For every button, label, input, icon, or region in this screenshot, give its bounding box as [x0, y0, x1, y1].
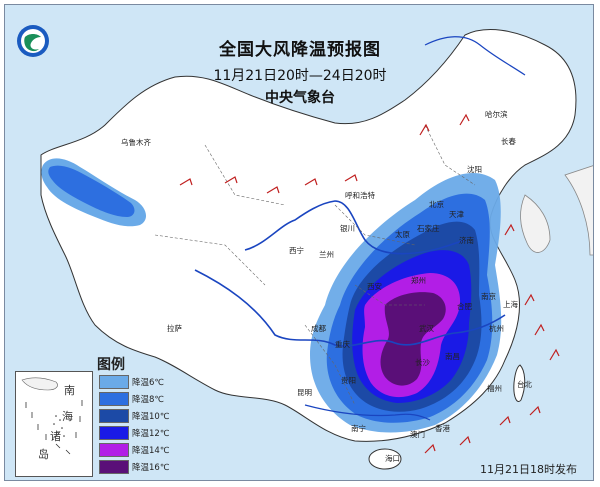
- legend-item: 降温8℃: [99, 391, 183, 407]
- legend-item: 降温10℃: [99, 408, 183, 424]
- inset-label: 南: [64, 384, 75, 397]
- weather-map: 全国大风降温预报图 11月21日20时—24日20时 中央气象台 哈尔滨 长春 …: [4, 4, 594, 481]
- legend-swatch: [99, 443, 129, 457]
- amur-river: [424, 36, 526, 76]
- city-label: 银川: [340, 224, 355, 233]
- city-label: 南京: [481, 292, 496, 301]
- legend-item: 降温6℃: [99, 374, 183, 390]
- legend-swatch: [99, 460, 129, 474]
- city-label: 武汉: [419, 324, 434, 333]
- city-label: 南宁: [351, 424, 366, 433]
- city-label: 郑州: [411, 276, 426, 285]
- cooling-zone-16: [380, 292, 446, 386]
- map-title: 全国大风降温预报图: [219, 40, 381, 60]
- hainan-island: [368, 448, 402, 470]
- city-label: 天津: [449, 210, 464, 219]
- city-label: 乌鲁木齐: [121, 138, 151, 147]
- province-borders: [154, 124, 476, 406]
- city-label: 海口: [385, 454, 400, 463]
- city-label: 福州: [487, 384, 502, 393]
- map-canvas: [40, 29, 593, 470]
- yellow-river: [244, 200, 466, 255]
- legend-label: 降温10℃: [132, 412, 170, 422]
- city-label: 贵阳: [341, 376, 356, 385]
- issued-time: 11月21日18时发布: [480, 463, 577, 476]
- cma-logo-icon: [17, 25, 49, 57]
- agency-name: 中央气象台: [265, 90, 335, 106]
- city-label: 长沙: [415, 358, 430, 367]
- wind-arrows: [179, 113, 560, 454]
- legend-label: 降温14℃: [132, 446, 170, 456]
- legend-item: 降温16℃: [99, 459, 183, 475]
- legend-swatch: [99, 392, 129, 406]
- legend-title: 图例: [97, 357, 125, 373]
- city-label: 哈尔滨: [485, 110, 508, 119]
- xinjiang-cooling-8: [48, 165, 135, 217]
- city-label: 澳门: [410, 430, 425, 439]
- inset-label: 诸: [50, 430, 61, 443]
- legend-label: 降温8℃: [132, 395, 164, 405]
- forecast-period: 11月21日20时—24日20时: [213, 68, 387, 84]
- legend-item: 降温14℃: [99, 442, 183, 458]
- legend: 图例 降温6℃ 降温8℃ 降温10℃ 降温12℃ 降温14℃ 降温16℃: [97, 354, 183, 478]
- city-label: 太原: [395, 230, 410, 239]
- city-label: 合肥: [457, 302, 472, 311]
- legend-item: 降温12℃: [99, 425, 183, 441]
- city-label: 成都: [311, 324, 326, 333]
- city-label: 台北: [517, 380, 532, 389]
- city-label: 香港: [435, 424, 450, 433]
- pearl-river: [304, 404, 431, 421]
- legend-label: 降温6℃: [132, 378, 164, 388]
- city-label: 昆明: [297, 388, 312, 397]
- legend-swatch: [99, 409, 129, 423]
- city-label: 呼和浩特: [345, 191, 375, 200]
- city-label: 济南: [459, 236, 474, 245]
- south-china-sea-inset: 南 海 诸 岛: [15, 371, 93, 477]
- city-label: 重庆: [335, 340, 350, 349]
- city-label: 上海: [503, 300, 518, 309]
- city-label: 西安: [367, 282, 382, 291]
- city-label: 长春: [501, 137, 516, 146]
- taiwan-island: [513, 364, 526, 402]
- legend-swatch: [99, 375, 129, 389]
- legend-label: 降温12℃: [132, 429, 170, 439]
- yangtze-river: [194, 269, 506, 347]
- city-label: 西宁: [289, 246, 304, 255]
- inset-label: 岛: [38, 448, 49, 461]
- korea-peninsula: [520, 194, 551, 253]
- city-label: 沈阳: [467, 165, 482, 174]
- city-label: 北京: [429, 200, 444, 209]
- legend-swatch: [99, 426, 129, 440]
- inset-map: [21, 377, 83, 455]
- city-label: 石家庄: [417, 224, 440, 233]
- city-label: 兰州: [319, 250, 334, 259]
- japan-islands: [564, 165, 593, 256]
- city-label: 杭州: [489, 324, 504, 333]
- city-label: 南昌: [445, 352, 460, 361]
- inset-label: 海: [62, 410, 73, 423]
- city-label: 拉萨: [167, 324, 182, 333]
- legend-label: 降温16℃: [132, 463, 170, 473]
